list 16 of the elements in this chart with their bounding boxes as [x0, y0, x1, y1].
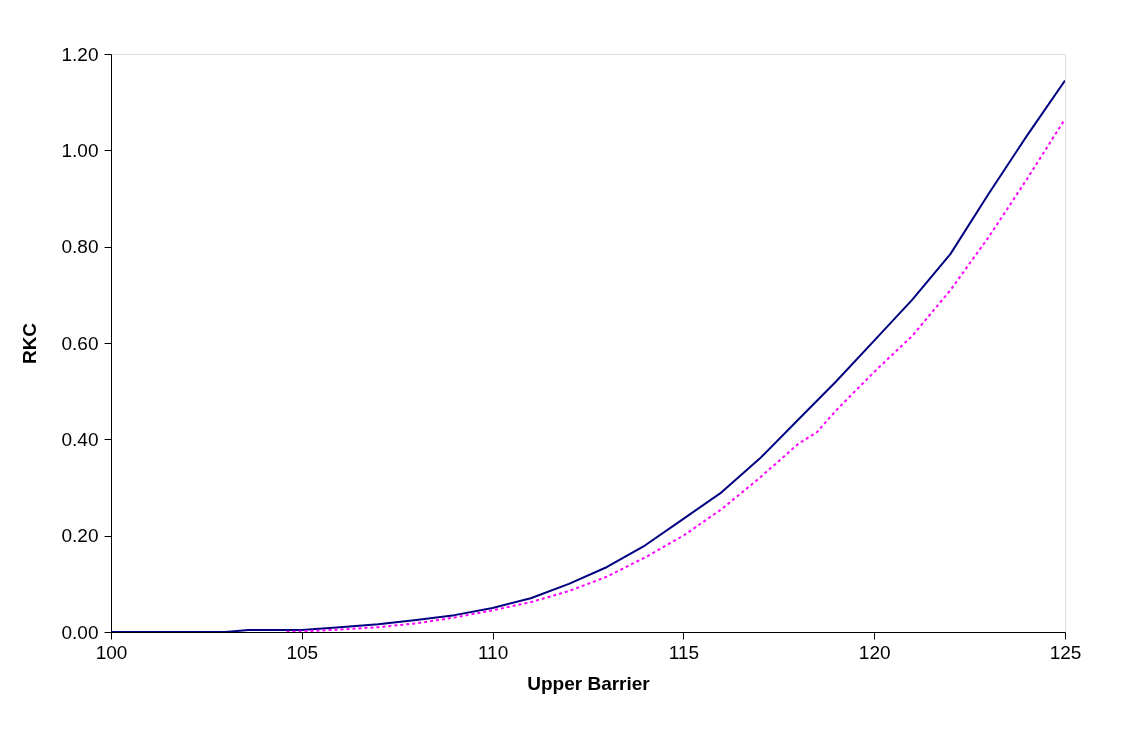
x-tick-label: 115: [668, 641, 700, 663]
y-tick-label: 0.20: [61, 525, 99, 547]
y-tick-label: 0.40: [61, 428, 99, 450]
x-tick-label: 110: [477, 641, 509, 663]
line-series: [285, 118, 1065, 632]
x-tick-label: 125: [1049, 641, 1082, 663]
y-tick-label: 0.80: [61, 236, 99, 258]
x-axis-title: Upper Barrier: [527, 672, 651, 694]
x-tick-label: 120: [858, 641, 891, 663]
x-tick-label: 105: [286, 641, 319, 663]
y-axis-title: RKC: [18, 322, 40, 365]
y-tick-label: 0.00: [61, 621, 99, 643]
y-tick-label: 1.00: [61, 139, 99, 161]
x-tick-label: 100: [95, 641, 128, 663]
y-tick-label: 1.20: [61, 43, 99, 65]
y-tick-label: 0.60: [61, 332, 99, 354]
